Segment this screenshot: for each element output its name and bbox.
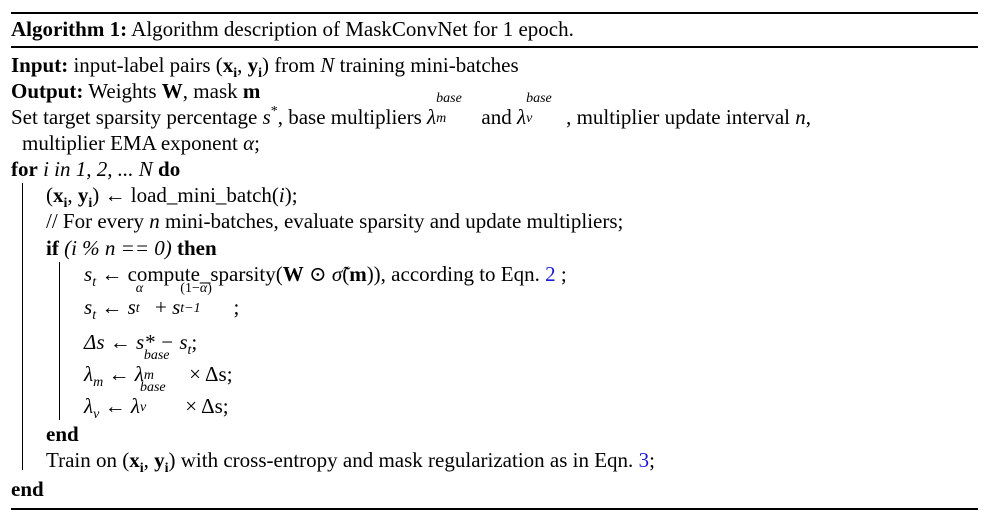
then-keyword: then [176,236,217,260]
end-for-line: end [11,476,44,502]
input-text-b: ) from [262,53,321,77]
setup-line-1: Set target sparsity percentage s*, base … [11,91,812,130]
delta-expression: Δs ← s* − s [84,330,188,354]
load-text-a: ) ← load_mini_batch( [92,183,279,207]
caption-rule [11,46,978,48]
lambda-v-text: × Δs; [179,394,229,418]
lambda-m-text: × Δs; [183,362,233,386]
comment-text-b: mini-batches, evaluate sparsity and upda… [159,209,624,233]
comment-text-a: // For every [46,209,150,233]
setup-text-c: and [476,105,517,129]
output-keyword: Output: [11,79,84,103]
sparsity-compute-line: st ← compute_sparsity(W ⊙ σ̃(m)), accord… [84,262,567,290]
output-line: Output: Weights W, mask m [11,79,261,103]
for-block-bar [22,183,23,470]
output-text-b: , mask [182,79,243,103]
end-for-keyword: end [11,477,44,501]
input-line: Input: input-label pairs (xi, yi) from N… [11,53,519,81]
train-text-b: ) with cross-entropy and mask regulariza… [168,448,639,472]
eqn-3-link[interactable]: 3 [638,448,650,472]
algorithm-caption: Algorithm 1: Algorithm description of Ma… [11,16,574,42]
setup-line-2: multiplier EMA exponent α; [22,131,260,155]
for-range: i in 1, 2, ... N [43,157,153,181]
lambda-m-line: λm ← λ base m × Δs; [84,348,233,390]
compute-text-c: ; [555,262,567,286]
output-text-a: Weights [88,79,162,103]
end-if-line: end [46,421,79,447]
load-line: (xi, yi) ← load_mini_batch(i); [46,183,298,211]
ema-text-c: ; [228,295,240,319]
for-line: for i in 1, 2, ... N do [11,156,180,182]
if-keyword: if [46,236,59,260]
compute-text-a: ← compute_sparsity( [96,262,283,286]
eqn-2-link[interactable]: 2 [545,262,556,286]
setup-text-d: , multiplier update interval [566,105,796,129]
comment-line: // For every n mini-batches, evaluate sp… [46,209,624,233]
if-line: if (i % n == 0) then [46,235,217,261]
top-rule [11,12,978,14]
input-keyword: Input: [11,53,69,77]
train-line: Train on (xi, yi) with cross-entropy and… [46,448,655,476]
train-text-a: Train on ( [46,448,130,472]
input-text-c: training mini-batches [334,53,519,77]
algorithm-label: Algorithm 1: [11,17,128,41]
setup-text-e: multiplier EMA exponent [22,131,244,155]
bottom-rule [11,508,978,510]
load-text-b: ); [284,183,298,207]
setup-text-f: ; [254,131,260,155]
algorithm-caption-text: Algorithm description of MaskConvNet for… [131,17,574,41]
delta-line: Δs ← s* − st; [84,330,198,358]
input-text-a: input-label pairs ( [73,53,223,77]
end-if-keyword: end [46,422,79,446]
for-keyword: for [11,157,38,181]
if-block-bar [59,262,60,420]
if-condition: (i % n == 0) [64,236,172,260]
compute-text-b: )), according to Eqn. [366,262,546,286]
setup-text-a: Set target sparsity percentage [11,105,263,129]
lambda-v-line: λv ← λ base v × Δs; [84,380,229,422]
train-text-c: ; [649,448,655,472]
do-keyword: do [158,157,181,181]
setup-text-b: , base multipliers [277,105,428,129]
